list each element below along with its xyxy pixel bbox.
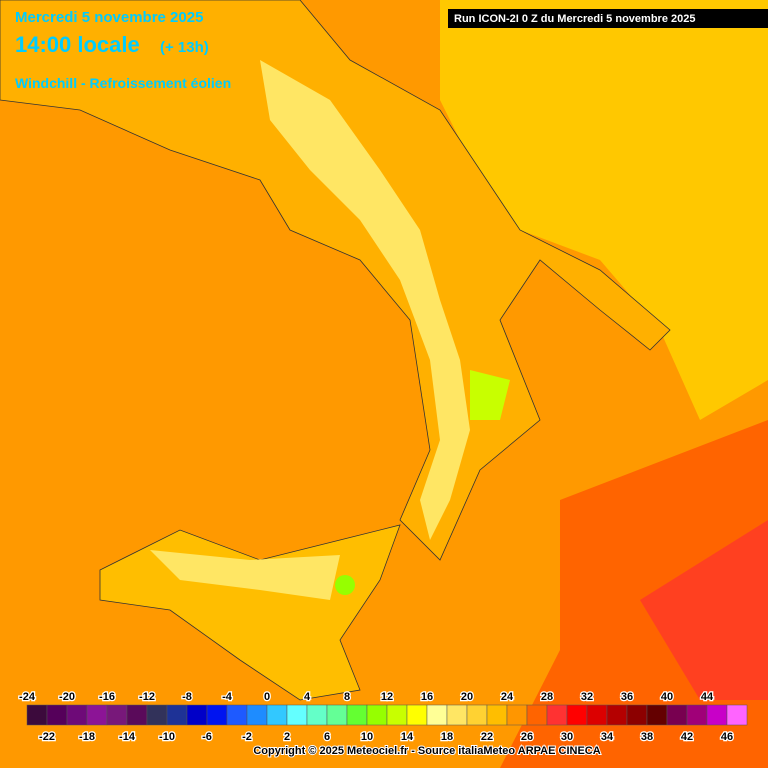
legend-swatch [226,704,248,726]
legend-label: 20 [461,691,473,703]
legend-swatch [126,704,148,726]
legend-swatch [266,704,288,726]
legend-swatch [626,704,648,726]
legend-label: 0 [264,691,270,703]
legend-swatch [326,704,348,726]
legend-swatch [106,704,128,726]
legend-label: 42 [681,731,693,743]
legend-swatch [346,704,368,726]
legend-label: -18 [79,731,95,743]
legend-label: 22 [481,731,493,743]
legend-label: -14 [119,731,136,743]
legend-swatch [386,704,408,726]
italian-mainland [0,0,671,561]
run-box [448,9,768,28]
legend-label: 24 [501,691,514,703]
legend-label: 28 [541,691,553,703]
legend-label: -10 [159,731,175,743]
legend-label: 14 [401,731,414,743]
copyright: Copyright © 2025 Meteociel.fr - Source i… [253,745,600,757]
apennines [260,60,470,540]
etna [335,575,355,595]
legend-swatch [366,704,388,726]
legend-swatch [186,704,208,726]
run: Run ICON-2I 0 Z du Mercredi 5 novembre 2… [454,13,695,25]
sila [470,370,510,420]
legend-swatch [166,704,188,726]
legend-swatch [526,704,548,726]
legend-label: 34 [601,731,614,743]
ionian-warmer [640,520,768,700]
legend-label: 10 [361,731,373,743]
legend-swatch [726,704,748,726]
legend-label: 36 [621,691,633,703]
legend-swatch [486,704,508,726]
legend-label: 32 [581,691,593,703]
legend-label: 2 [284,731,290,743]
legend-swatch [586,704,608,726]
offset: (+ 13h) [160,39,209,56]
legend-swatch [306,704,328,726]
legend-label: -8 [182,691,192,703]
legend-label: 40 [661,691,673,703]
date: Mercredi 5 novembre 2025 [15,9,203,26]
legend-label: 16 [421,691,433,703]
legend-swatch [286,704,308,726]
legend-swatch [206,704,228,726]
legend-label: -24 [19,691,36,703]
adriatic [440,0,768,420]
legend-swatch [406,704,428,726]
legend-label: -16 [99,691,115,703]
legend-label: 4 [304,691,311,703]
legend-swatch [146,704,168,726]
parameter: Windchill - Refroissement éolien [15,75,231,91]
legend-swatch [426,704,448,726]
legend-swatch [86,704,108,726]
sicily-hills [150,550,340,600]
legend-label: 8 [344,691,350,703]
legend-swatch [66,704,88,726]
legend-label: -2 [242,731,252,743]
legend-swatch [246,704,268,726]
legend-label: 44 [701,691,714,703]
legend-label: 26 [521,731,533,743]
color-legend: -24-22-20-18-16-14-12-10-8-6-4-202468101… [18,690,748,744]
legend-label: -4 [222,691,233,703]
legend-swatch [466,704,488,726]
time: 14:00 locale [15,32,140,57]
legend-label: -20 [59,691,75,703]
legend-label: -12 [139,691,155,703]
legend-swatch [566,704,588,726]
legend-label: 46 [721,731,733,743]
legend-swatch [546,704,568,726]
legend-swatch [506,704,528,726]
legend-swatch [606,704,628,726]
legend-swatch [706,704,728,726]
legend-swatch [26,704,48,726]
legend-swatch [646,704,668,726]
legend-label: -22 [39,731,55,743]
legend-label: 12 [381,691,393,703]
legend-label: -6 [202,731,212,743]
legend-label: 30 [561,731,573,743]
legend-swatch [46,704,68,726]
legend-label: 18 [441,731,453,743]
legend-swatch [446,704,468,726]
legend-label: 38 [641,731,653,743]
legend-swatch [686,704,708,726]
legend-label: 6 [324,731,330,743]
legend-swatch [666,704,688,726]
